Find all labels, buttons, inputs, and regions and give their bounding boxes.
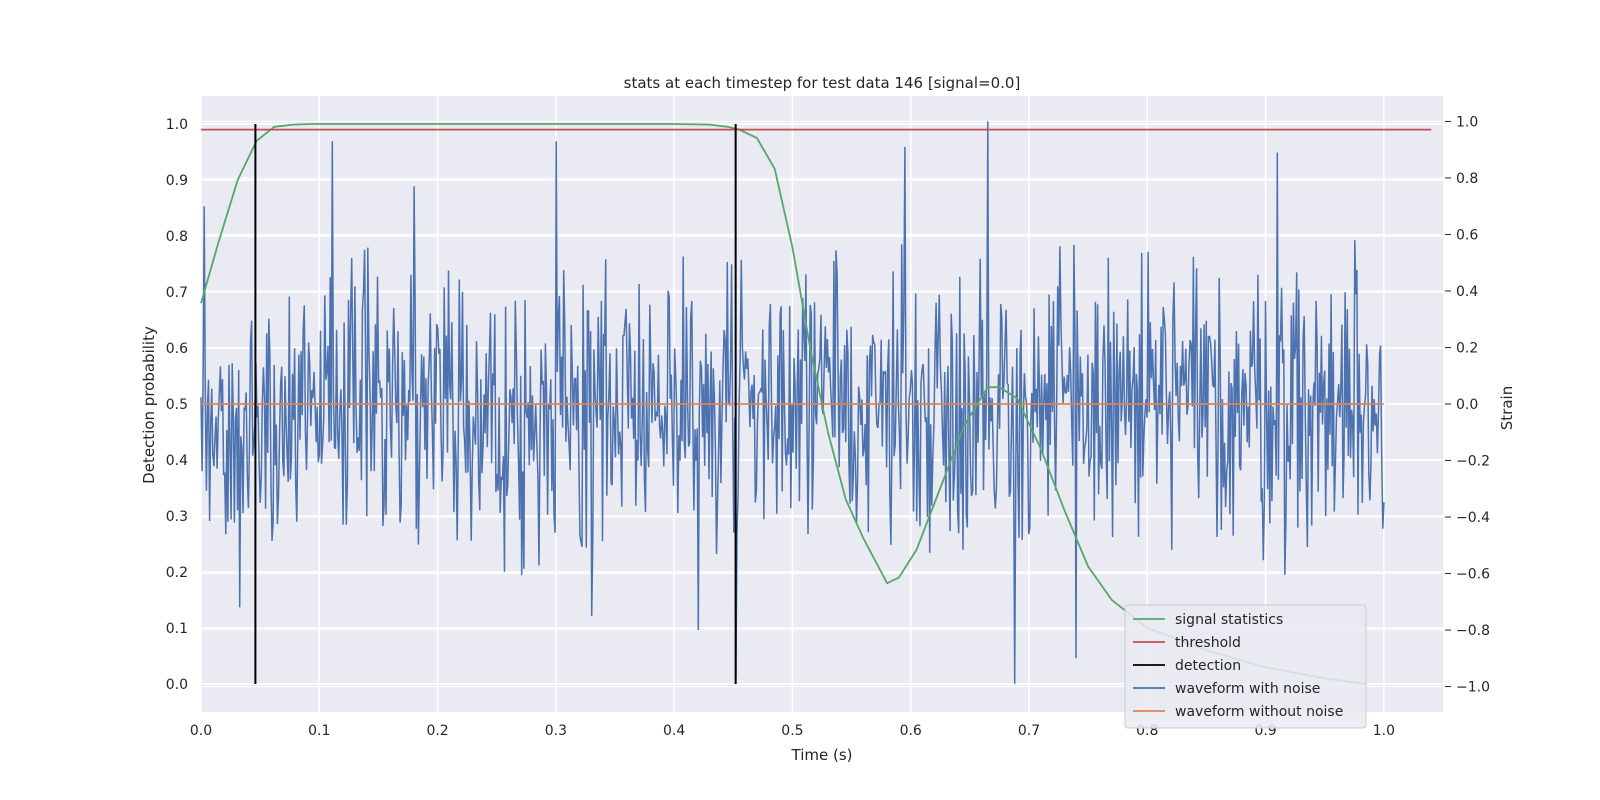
y-tick-label: 0.0 <box>166 677 188 693</box>
chart-title: stats at each timestep for test data 146… <box>624 74 1021 92</box>
y-tick-label: 0.1 <box>166 621 188 637</box>
y-tick-label: 0.4 <box>166 453 188 469</box>
y-tick-label: 0.9 <box>166 173 188 189</box>
x-tick-label: 0.5 <box>781 723 803 739</box>
legend-box <box>1124 604 1367 729</box>
y-tick-label: 0.2 <box>166 565 188 581</box>
y2-tick-label: 0.2 <box>1456 340 1478 356</box>
x-tick-label: 0.6 <box>900 723 922 739</box>
x-tick-label: 0.3 <box>545 723 567 739</box>
y2-tick-label: 0.0 <box>1456 397 1478 413</box>
y2-tick-label: 0.4 <box>1456 284 1478 300</box>
series-signal-statistics <box>200 123 1367 685</box>
x-tick-label: 0.4 <box>663 723 685 739</box>
legend-label: signal statistics <box>1175 612 1283 628</box>
y2-tick-label: 0.8 <box>1456 171 1478 187</box>
x-axis-label: Time (s) <box>791 746 853 764</box>
x-tick-label: 0.0 <box>190 723 212 739</box>
y-tick-label: 0.6 <box>166 341 188 357</box>
y-tick-label: 0.5 <box>166 397 188 413</box>
y2-tick-label: −0.8 <box>1456 623 1490 639</box>
legend-label: threshold <box>1175 635 1241 651</box>
x-tick-label: 0.2 <box>426 723 448 739</box>
series-layer <box>200 121 1432 685</box>
y2-tick-labels: −1.0 −0.8 −0.6 −0.4 −0.2 0.0 0.2 0.4 0.6 0.8 1.0 <box>1445 114 1490 696</box>
legend-label: waveform without noise <box>1175 704 1343 720</box>
legend-label: detection <box>1175 658 1241 674</box>
y-tick-label: 0.3 <box>166 509 188 525</box>
y2-tick-label: 1.0 <box>1456 114 1478 130</box>
legend-label: waveform with noise <box>1175 681 1320 697</box>
x-tick-label: 0.7 <box>1018 723 1040 739</box>
y-tick-label: 0.8 <box>166 229 188 245</box>
y-tick-label: 1.0 <box>166 117 188 133</box>
y2-tick-label: −0.6 <box>1456 567 1490 583</box>
y2-tick-label: −0.2 <box>1456 454 1490 470</box>
y2-tick-label: 0.6 <box>1456 227 1478 243</box>
y2-axis-label: Strain <box>1498 386 1516 430</box>
x-tick-label: 0.1 <box>308 723 330 739</box>
x-tick-label: 1.0 <box>1373 723 1395 739</box>
y-axis-label: Detection probability <box>140 326 158 484</box>
y2-tick-label: −0.4 <box>1456 510 1490 526</box>
y-tick-label: 0.7 <box>166 285 188 301</box>
legend: signal statistics threshold detection wavef… <box>1124 604 1367 729</box>
y2-tick-label: −1.0 <box>1456 680 1490 696</box>
y-tick-labels: 0.0 0.1 0.2 0.3 0.4 0.5 0.6 0.7 0.8 0.9 1.0 <box>166 117 188 693</box>
